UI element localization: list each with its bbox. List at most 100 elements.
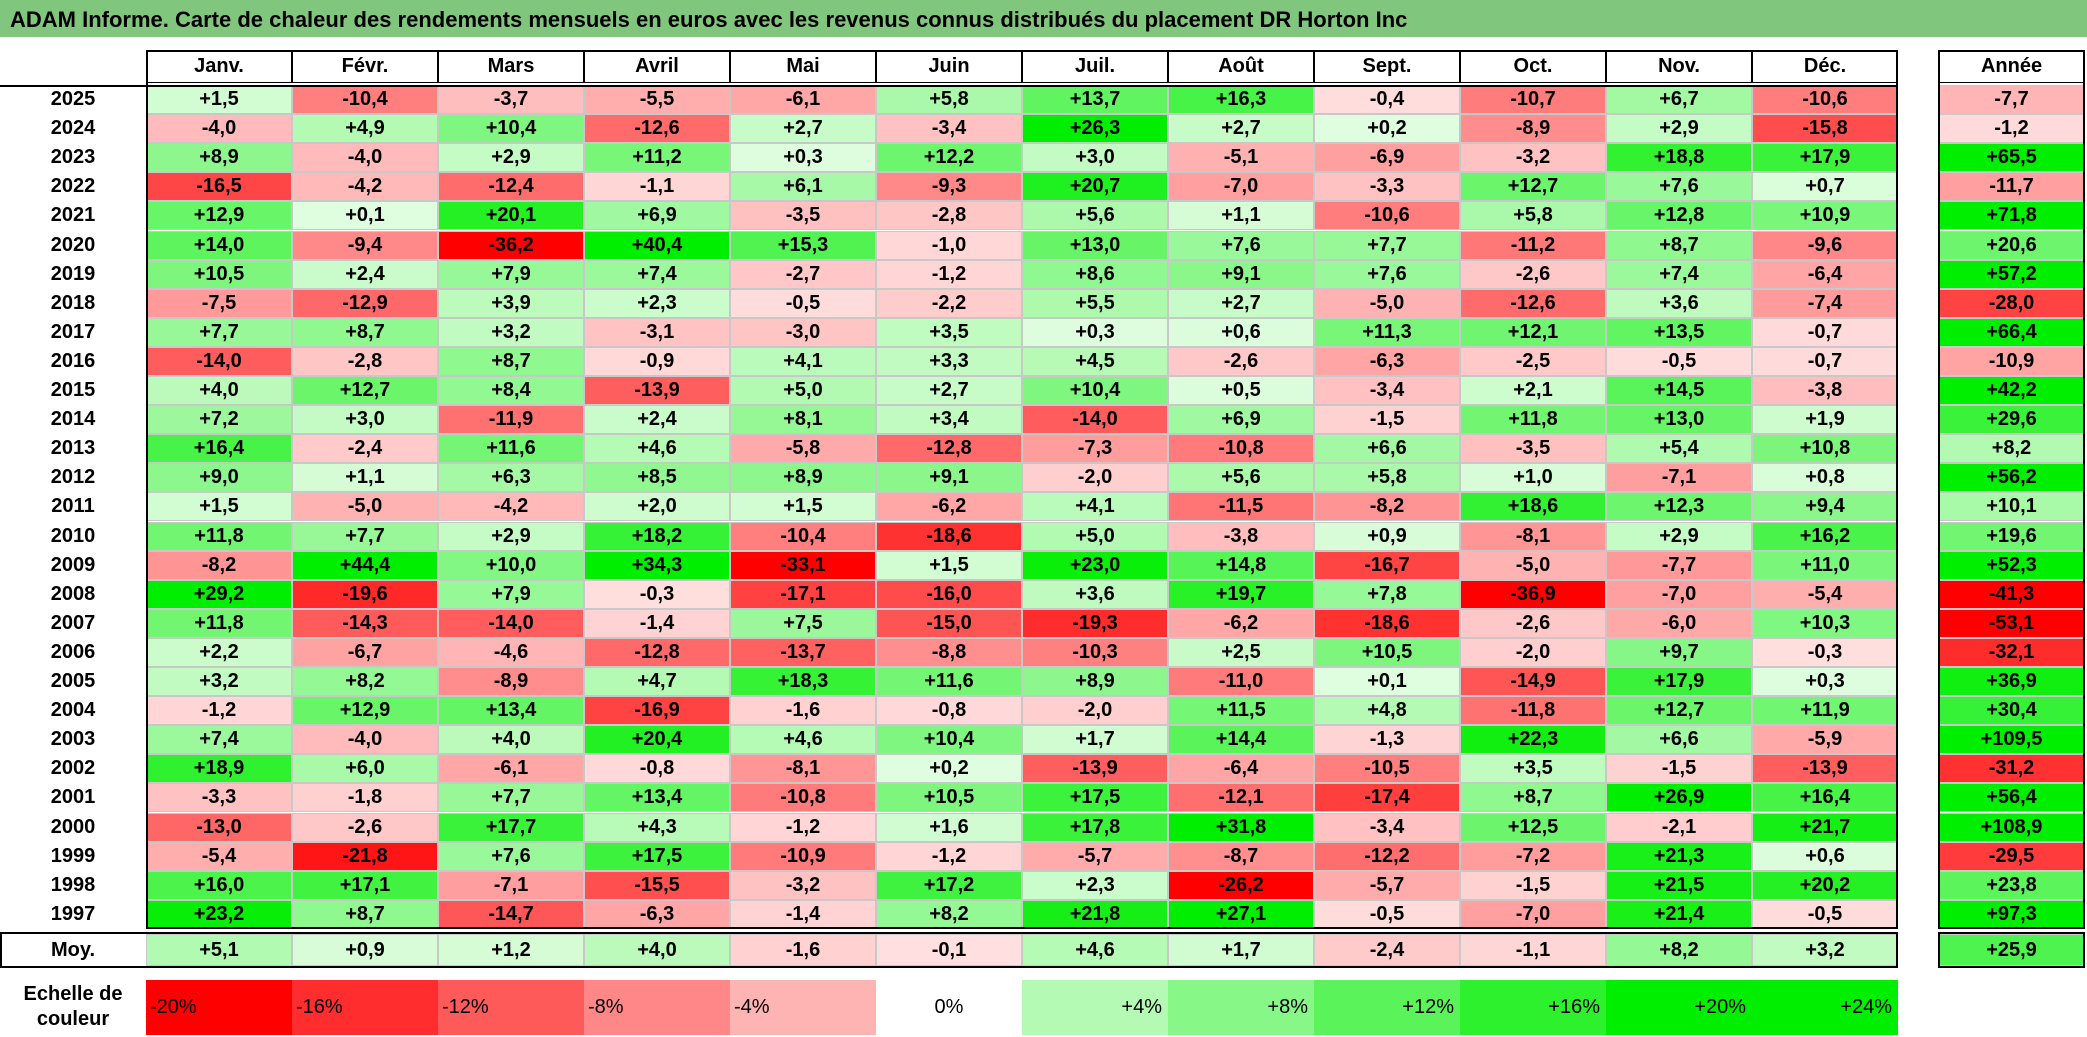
year-label: 2004 (0, 696, 146, 726)
heatmap-cell: +15,3 (730, 230, 876, 260)
heatmap-cell: +10,0 (438, 550, 584, 580)
heatmap-cell: -12,1 (1168, 783, 1314, 813)
heatmap-cell: +7,4 (146, 725, 292, 755)
annual-cell: +65,5 (1938, 143, 2085, 173)
heatmap-cell: +0,9 (1314, 521, 1460, 551)
heatmap-cell: -3,2 (1460, 143, 1606, 173)
heatmap-cell: -14,0 (146, 346, 292, 376)
heatmap-cell: +1,6 (876, 812, 1022, 842)
month-header: Févr. (292, 50, 438, 83)
heatmap-cell: +10,5 (1314, 637, 1460, 667)
heatmap-cell: +17,2 (876, 870, 1022, 900)
heatmap-cell: +18,3 (730, 667, 876, 697)
heatmap-cell: +5,0 (1022, 521, 1168, 551)
color-scale-step: +24% (1752, 980, 1898, 1035)
heatmap-cell: +3,4 (876, 405, 1022, 435)
heatmap-cell: +34,3 (584, 550, 730, 580)
annual-cell: +57,2 (1938, 259, 2085, 289)
heatmap-cell: +3,3 (876, 346, 1022, 376)
year-label: 2020 (0, 230, 146, 260)
heatmap-cell: +1,5 (730, 492, 876, 522)
heatmap-cell: -21,8 (292, 841, 438, 871)
heatmap-cell: +10,9 (1752, 201, 1898, 231)
heatmap-cell: +10,5 (146, 259, 292, 289)
heatmap-cell: -0,5 (1606, 346, 1752, 376)
heatmap-cell: -10,8 (1168, 434, 1314, 464)
heatmap-cell: -1,5 (1606, 754, 1752, 784)
heatmap-cell: +1,5 (876, 550, 1022, 580)
heatmap-cell: -2,7 (730, 259, 876, 289)
year-label: 2025 (0, 85, 146, 115)
heatmap-cell: -12,8 (584, 637, 730, 667)
heatmap-cell: -3,0 (730, 317, 876, 347)
heatmap-cell: +4,7 (584, 667, 730, 697)
heatmap-cell: -14,9 (1460, 667, 1606, 697)
annual-cell: -29,5 (1938, 841, 2085, 871)
heatmap-cell: -2,2 (876, 288, 1022, 318)
heatmap-cell: +7,5 (730, 608, 876, 638)
heatmap-cell: -6,1 (730, 85, 876, 115)
year-label: 2002 (0, 754, 146, 784)
year-label: 2000 (0, 812, 146, 842)
annual-cell: +71,8 (1938, 201, 2085, 231)
heatmap-cell: +17,1 (292, 870, 438, 900)
heatmap-cell: +16,4 (1752, 783, 1898, 813)
heatmap-cell: +20,2 (1752, 870, 1898, 900)
average-cell: +5,1 (146, 934, 292, 966)
color-scale-step: -12% (438, 980, 584, 1035)
heatmap-cell: -1,8 (292, 783, 438, 813)
heatmap-cell: -9,6 (1752, 230, 1898, 260)
heatmap-cell: +11,8 (146, 608, 292, 638)
year-label: 2015 (0, 376, 146, 406)
heatmap-cell: +12,7 (1460, 172, 1606, 202)
year-total-header: Année (1938, 50, 2085, 83)
year-label: 2016 (0, 346, 146, 376)
heatmap-cell: -5,1 (1168, 143, 1314, 173)
heatmap-cell: -5,7 (1314, 870, 1460, 900)
heatmap-cell: +10,5 (876, 783, 1022, 813)
heatmap-cell: -5,5 (584, 85, 730, 115)
heatmap-cell: +2,0 (584, 492, 730, 522)
heatmap-cell: +4,0 (146, 376, 292, 406)
color-scale-step: 0% (876, 980, 1022, 1035)
heatmap-cell: -3,8 (1752, 376, 1898, 406)
heatmap-cell: +13,0 (1022, 230, 1168, 260)
annual-cell: +30,4 (1938, 696, 2085, 726)
heatmap-cell: +0,3 (1022, 317, 1168, 347)
month-header: Janv. (146, 50, 292, 83)
heatmap-cell: -36,2 (438, 230, 584, 260)
heatmap-cell: -6,2 (1168, 608, 1314, 638)
heatmap-cell: -13,7 (730, 637, 876, 667)
heatmap-cell: +2,9 (438, 521, 584, 551)
heatmap-cell: +4,3 (584, 812, 730, 842)
heatmap-cell: +9,7 (1606, 637, 1752, 667)
heatmap-cell: +21,5 (1606, 870, 1752, 900)
heatmap-cell: -10,7 (1460, 85, 1606, 115)
heatmap-cell: -4,2 (438, 492, 584, 522)
heatmap-cell: +0,2 (876, 754, 1022, 784)
heatmap-cell: +11,5 (1168, 696, 1314, 726)
heatmap-cell: +4,0 (438, 725, 584, 755)
heatmap-cell: -8,9 (1460, 114, 1606, 144)
heatmap-cell: -8,8 (876, 637, 1022, 667)
heatmap-cell: -7,0 (1168, 172, 1314, 202)
heatmap-cell: -5,0 (292, 492, 438, 522)
heatmap-cell: +12,3 (1606, 492, 1752, 522)
heatmap-cell: -36,9 (1460, 579, 1606, 609)
average-cell: -1,6 (730, 934, 876, 966)
annual-cell: -41,3 (1938, 579, 2085, 609)
heatmap-cell: +7,2 (146, 405, 292, 435)
heatmap-cell: +2,7 (1168, 114, 1314, 144)
heatmap-cell: -10,4 (730, 521, 876, 551)
color-scale-step: +20% (1606, 980, 1752, 1035)
heatmap-cell: +2,2 (146, 637, 292, 667)
heatmap-cell: -2,8 (292, 346, 438, 376)
heatmap-cell: +0,3 (1752, 667, 1898, 697)
year-label: 2014 (0, 405, 146, 435)
heatmap-cell: +0,6 (1168, 317, 1314, 347)
heatmap-cell: +7,7 (1314, 230, 1460, 260)
month-header: Mars (438, 50, 584, 83)
heatmap-cell: +7,8 (1314, 579, 1460, 609)
heatmap-cell: -5,4 (146, 841, 292, 871)
heatmap-cell: +6,0 (292, 754, 438, 784)
